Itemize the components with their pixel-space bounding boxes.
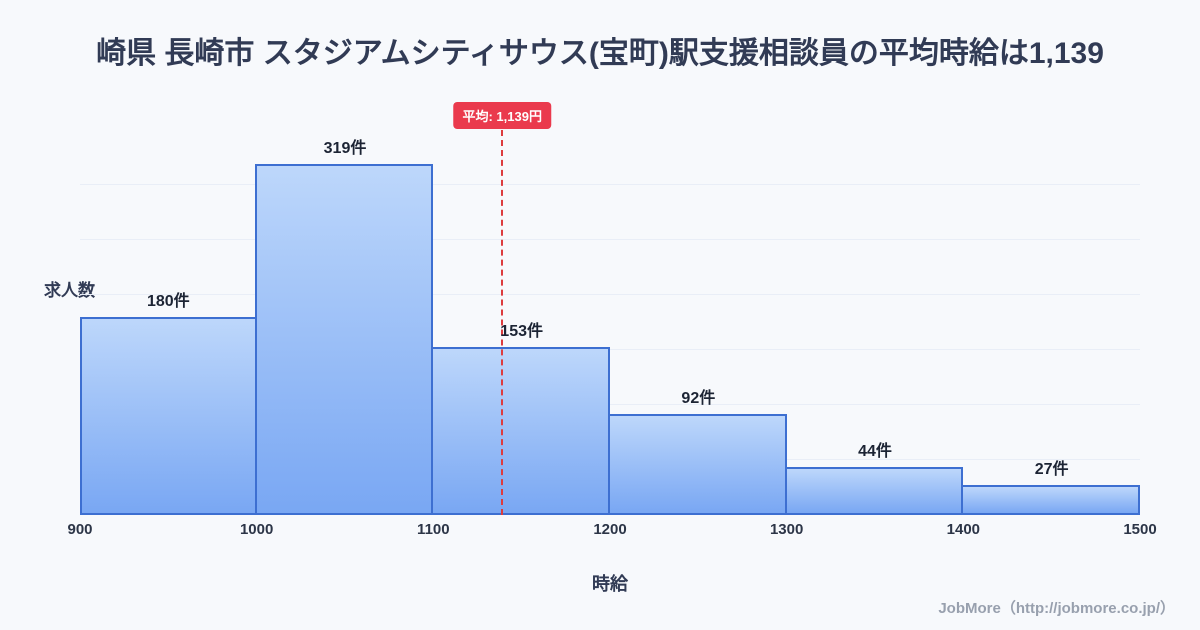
bar-value-label: 319件 — [323, 140, 367, 158]
x-tick-label: 1100 — [417, 521, 450, 538]
histogram-bar — [254, 164, 434, 515]
average-badge: 平均: 1,139円 — [453, 102, 551, 129]
bar-value-label: 92件 — [681, 389, 716, 407]
footer-credit: JobMore（http://jobmore.co.jp/） — [938, 600, 1175, 617]
x-tick-label: 1500 — [1123, 521, 1157, 538]
gridline — [80, 294, 1140, 295]
x-tick-label: 1200 — [593, 521, 627, 538]
gridline — [80, 239, 1140, 240]
x-axis-label: 時給 — [592, 574, 628, 594]
gridline — [80, 349, 1140, 350]
bar-value-label: 27件 — [1034, 461, 1069, 479]
x-tick-label: 1400 — [946, 521, 981, 538]
y-axis-label: 求人数 — [44, 281, 95, 300]
chart-title: 崎県 長崎市 スタジアムシティサウス(宝町)駅支援相談員の平均時給は1,139 — [96, 37, 1104, 70]
x-tick-label: 1300 — [769, 521, 804, 538]
histogram-bar — [80, 317, 257, 515]
x-tick-label: 900 — [67, 521, 93, 538]
histogram-bar — [431, 346, 610, 515]
gridline — [80, 184, 1140, 185]
histogram-bar — [961, 485, 1140, 515]
average-line — [501, 130, 504, 515]
plot-area: 平均: 1,139円 180件 319件 153件 92件 44件 27件 — [80, 102, 1140, 515]
x-axis-ticks: 900 1000 1100 1200 1300 1400 1500 — [67, 521, 1156, 541]
bar-value-label: 180件 — [146, 293, 190, 311]
gridline — [80, 404, 1140, 405]
bar-value-label: 153件 — [500, 322, 544, 340]
histogram-bar — [784, 466, 964, 515]
histogram-bar — [608, 413, 787, 515]
bar-value-label: 44件 — [858, 442, 892, 460]
x-tick-label: 1000 — [239, 521, 274, 538]
